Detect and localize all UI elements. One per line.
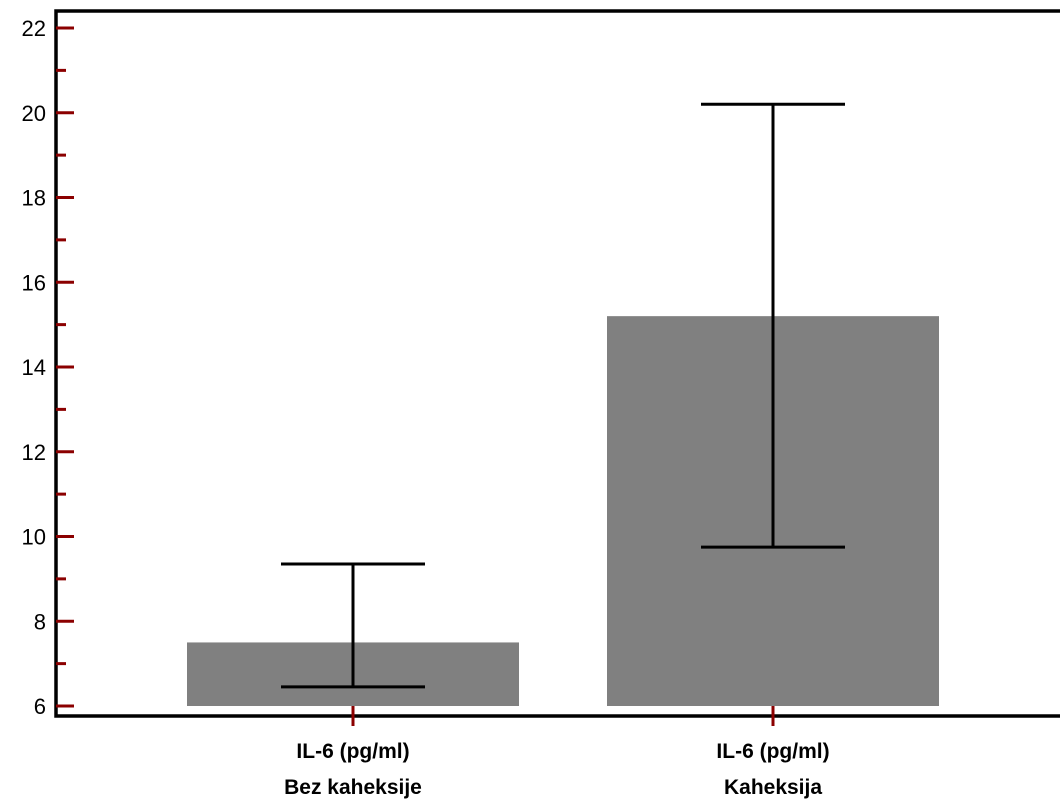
x-tick-label-2-line-2: Kaheksija [724,776,822,799]
y-tick-label-12: 12 [22,440,46,465]
bars-group [187,316,939,706]
y-tick-label-16: 16 [22,270,46,295]
x-tick-label-1-line-1: IL-6 (pg/ml) [296,740,409,763]
plot-frame [54,9,1060,718]
x-tick-label-2-line-1: IL-6 (pg/ml) [716,740,829,763]
y-tick-label-20: 20 [22,101,46,126]
y-tick-label-6: 6 [34,694,46,719]
y-tick-label-10: 10 [22,525,46,550]
y-tick-label-14: 14 [22,355,46,380]
y-tick-label-22: 22 [22,16,46,41]
axes-frame [54,9,1060,718]
y-tick-label-8: 8 [34,609,46,634]
error-bars-group [281,102,845,689]
x-axis-ticks: IL-6 (pg/ml) Bez kaheksije IL-6 (pg/ml) Kah… [284,706,830,799]
y-tick-label-18: 18 [22,186,46,211]
y-axis-ticks: 6 8 10 12 14 16 18 20 22 [22,16,74,719]
x-tick-label-1-line-2: Bez kaheksije [284,776,422,799]
